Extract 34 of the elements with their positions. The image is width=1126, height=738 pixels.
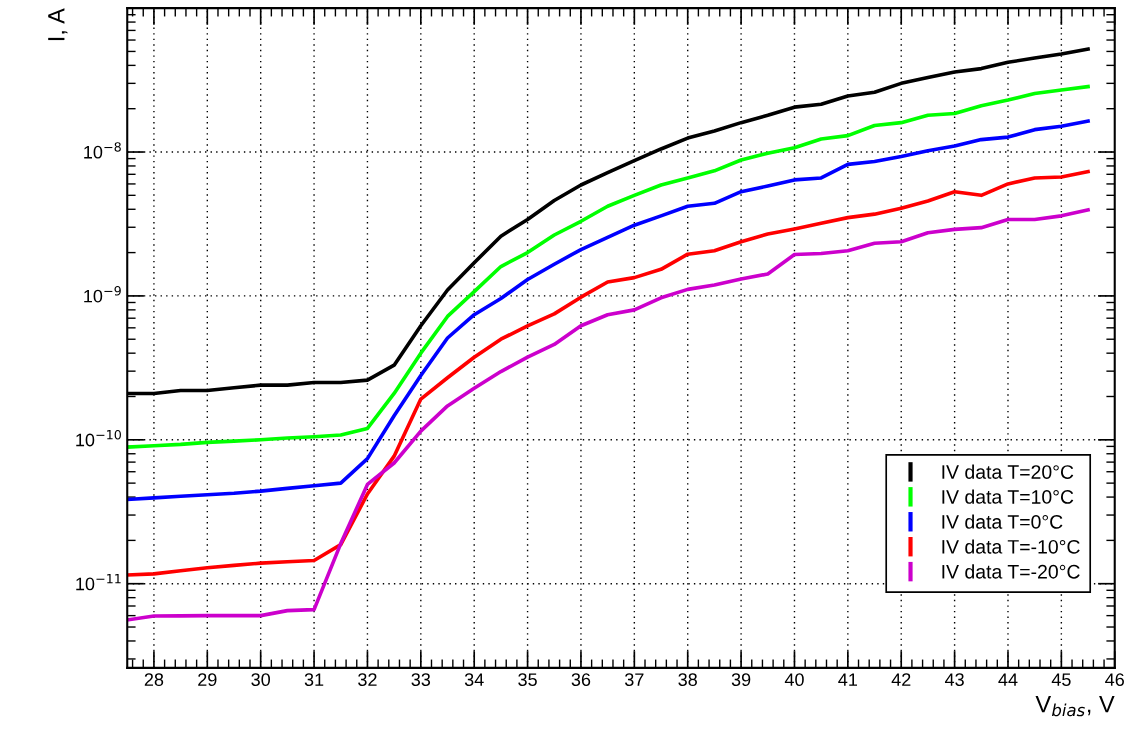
x-tick-label: 36 xyxy=(571,673,591,687)
line-series xyxy=(127,119,1090,502)
x-tick-label: 43 xyxy=(944,673,964,687)
line-series xyxy=(127,208,1090,622)
line-series xyxy=(127,84,1090,449)
x-tick-label: 32 xyxy=(358,673,377,687)
legend-label: IV data T=20°C xyxy=(942,464,1074,479)
x-tick-label: 41 xyxy=(838,673,858,686)
y-tick-label: 10$^{−11}$ xyxy=(76,574,121,591)
x-tick-label: 38 xyxy=(678,673,697,687)
x-tick-label: 35 xyxy=(518,673,537,687)
x-tick-label: 39 xyxy=(731,673,751,687)
y-tick-label: 10$^{−9}$ xyxy=(84,286,121,303)
x-tick-label: 34 xyxy=(464,673,484,687)
x-tick-label: 33 xyxy=(411,673,431,687)
x-tick-label: 46 xyxy=(1105,673,1124,687)
x-tick-label: 30 xyxy=(251,673,271,687)
y-axis-title: I, A xyxy=(48,8,68,41)
legend-label: IV data T=0°C xyxy=(942,514,1063,529)
x-tick-label: 40 xyxy=(784,673,804,687)
x-tick-label: 28 xyxy=(144,673,164,687)
x-axis-title: V$_{bias}$, V xyxy=(1035,695,1115,717)
x-tick-label: 45 xyxy=(1051,673,1071,687)
x-tick-label: 29 xyxy=(198,673,217,687)
x-tick-label: 42 xyxy=(891,673,911,686)
y-tick-label: 10$^{−8}$ xyxy=(84,142,121,159)
legend-label: IV data T=-20°C xyxy=(942,564,1080,579)
x-tick-label: 37 xyxy=(624,673,644,687)
x-tick-label: 31 xyxy=(304,673,324,687)
x-tick-label: 44 xyxy=(998,673,1018,686)
legend-label: IV data T=10°C xyxy=(942,489,1074,504)
line-series xyxy=(127,169,1090,577)
y-tick-label: 10$^{−10}$ xyxy=(76,429,121,447)
legend-label: IV data T=-10°C xyxy=(942,539,1080,554)
